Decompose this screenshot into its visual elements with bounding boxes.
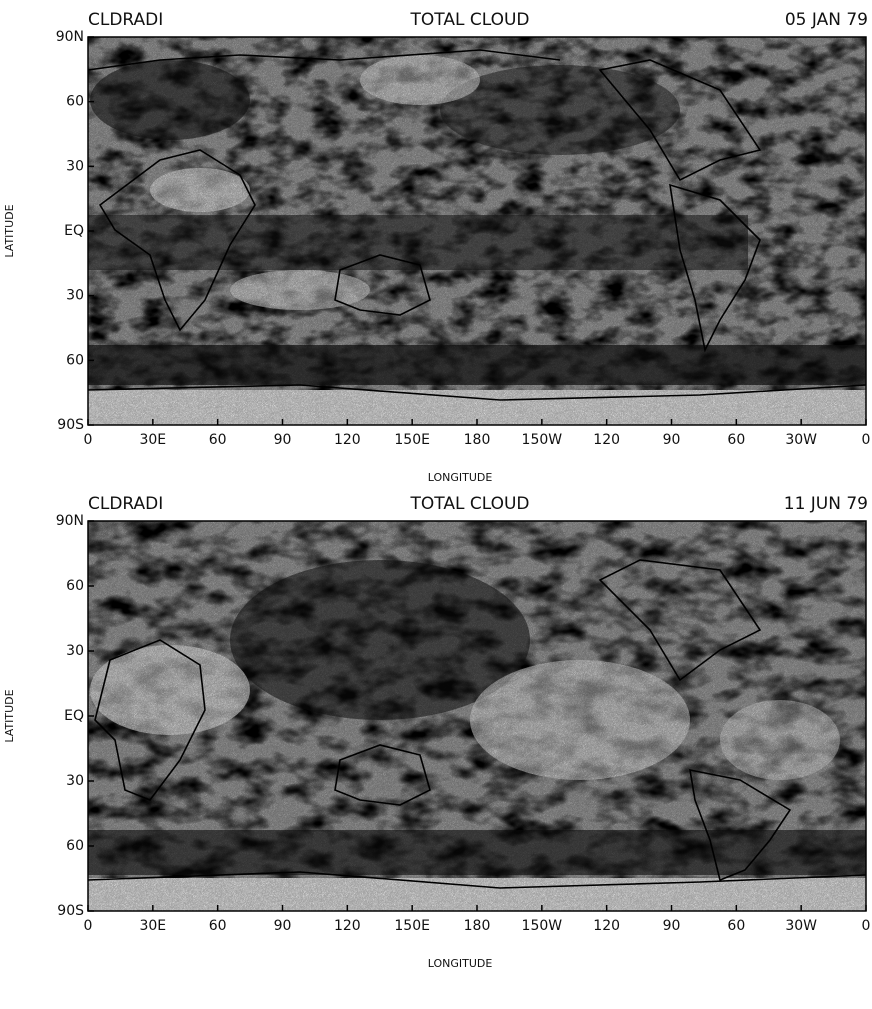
x-tick-label: 90 (274, 432, 292, 448)
y-tick-label: 90S (57, 417, 84, 433)
cloud-map (88, 521, 866, 911)
y-tick-label: 30 (66, 643, 84, 659)
x-tick-label: 90 (663, 432, 681, 448)
y-tick-label: 90S (57, 903, 84, 919)
x-tick-label: 0 (84, 918, 93, 934)
y-tick-label: 60 (66, 838, 84, 854)
y-axis-label: LATITUDE (3, 689, 16, 742)
y-axis-label: LATITUDE (3, 204, 16, 257)
y-tick-label: 60 (66, 578, 84, 594)
x-tick-label: 180 (464, 918, 491, 934)
x-tick-label: 150E (394, 432, 430, 448)
x-tick-label: 30W (785, 918, 817, 934)
x-tick-label: 60 (209, 432, 227, 448)
x-tick-label: 120 (334, 432, 361, 448)
y-tick-label: EQ (64, 708, 84, 724)
x-tick-label: 30W (785, 432, 817, 448)
x-tick-label: 60 (727, 918, 745, 934)
panel-date: 05 JAN 79 (785, 10, 868, 30)
cloud-map (88, 37, 866, 425)
x-tick-label: 0 (84, 432, 93, 448)
x-tick-label: 90 (274, 918, 292, 934)
x-tick-label: 150W (522, 432, 563, 448)
y-tick-label: 90N (56, 513, 84, 529)
x-axis-label: LONGITUDE (428, 471, 493, 484)
panel-title: TOTAL CLOUD (410, 494, 530, 514)
panel-label: CLDRADI (88, 10, 163, 30)
x-tick-label: 180 (464, 432, 491, 448)
panel-title: TOTAL CLOUD (410, 10, 530, 30)
x-tick-label: 90 (663, 918, 681, 934)
y-tick-label: 30 (66, 773, 84, 789)
y-tick-label: EQ (64, 223, 84, 239)
x-tick-label: 150E (394, 918, 430, 934)
x-tick-label: 60 (209, 918, 227, 934)
y-tick-label: 30 (66, 158, 84, 174)
y-tick-label: 90N (56, 29, 84, 45)
y-tick-label: 30 (66, 288, 84, 304)
x-tick-label: 0 (862, 432, 871, 448)
x-tick-label: 0 (862, 918, 871, 934)
panel-label: CLDRADI (88, 494, 163, 514)
y-tick-label: 60 (66, 352, 84, 368)
x-tick-label: 60 (727, 432, 745, 448)
x-tick-label: 120 (593, 432, 620, 448)
x-tick-label: 30E (139, 432, 166, 448)
x-tick-label: 150W (522, 918, 563, 934)
x-tick-label: 120 (593, 918, 620, 934)
x-axis-label: LONGITUDE (428, 957, 493, 970)
panel-date: 11 JUN 79 (784, 494, 868, 514)
x-tick-label: 30E (139, 918, 166, 934)
y-tick-label: 60 (66, 94, 84, 110)
x-tick-label: 120 (334, 918, 361, 934)
